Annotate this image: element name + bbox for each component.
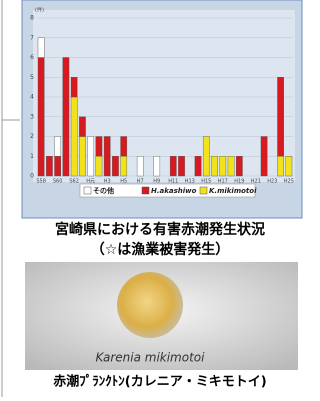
bar-segment [121,137,127,157]
y-tick-label: 2 [30,133,34,140]
bar-segment [261,137,267,177]
y-unit: (件) [35,7,44,14]
x-tick-label: H3 [104,179,111,185]
y-tick-label: 0 [30,173,34,180]
x-tick-label: H11 [168,179,178,185]
x-tick-label: H13 [185,179,195,185]
bar-segment [211,156,217,176]
x-tick-label: S58 [36,179,46,185]
bar-segment [112,156,118,176]
x-tick-label: S60 [53,179,63,185]
bar-segment [203,137,209,177]
bar-segment [96,137,102,157]
bar-segment [79,117,85,137]
x-tick-label: H元 [86,179,95,185]
legend-swatch [200,187,207,194]
legend-label: H.akashiwo [151,187,197,195]
bar-segment [79,137,85,177]
photo-caption: 赤潮ﾌﾟﾗﾝｸﾄﾝ(カレニア・ミキモトイ) [53,374,266,390]
x-tick-label: H7 [137,179,144,185]
screenshot: (件) 0 1 2 3 4 5 6 7 8 S58 S60 S62 H元 H3 H5 H7 H9 H11 H13 H15… [0,0,313,397]
legend-label: その他 [93,186,114,195]
bar-segment [38,58,44,177]
bar-segment [88,137,94,177]
bar-segment [71,97,77,176]
x-tick-label: H19 [234,179,244,185]
photo-label: Karenia mikimotoi [96,351,206,365]
y-tick-label: 4 [30,94,34,101]
page: {"chart_data": {"type": "bar", "stacked"… [0,0,313,397]
bar-segment [46,156,52,176]
x-tick-label: S62 [69,179,79,185]
bar-segment [104,137,110,177]
bar-segment [220,156,226,176]
x-tick-label: H21 [251,179,261,185]
bar-segment [195,156,201,176]
y-tick-label: 5 [30,74,34,81]
chart-note: （☆は漁業被害発生） [91,241,230,258]
y-tick-label: 3 [30,113,34,120]
x-tick-label: H9 [153,179,160,185]
x-tick-label: H5 [120,179,127,185]
bar-segment [277,156,283,176]
bar-segment [63,58,69,177]
photo-cell [117,272,183,338]
bar-segment [55,156,61,176]
y-tick-label: 6 [30,54,34,61]
bar-segment [121,156,127,176]
x-tick-label: H17 [218,179,228,185]
chart-caption: 宮崎県における有害赤潮発生状況 [55,221,265,238]
x-tick-label: H15 [201,179,211,185]
bar-segment [137,156,143,176]
bar-segment [236,156,242,176]
bar-segment [154,156,160,176]
legend-swatch [84,187,91,194]
y-tick-label: 8 [30,15,34,22]
bar-segment [286,156,292,176]
legend-swatch [142,187,149,194]
bar-segment [228,156,234,176]
bar-segment [55,137,61,157]
bar-segment [178,156,184,176]
bar-segment [170,156,176,176]
y-tick-label: 1 [30,153,34,160]
legend-label: K.mikimotoi [209,187,257,195]
bar-segment [277,77,283,156]
bar-segment [38,38,44,58]
bar-segment [96,156,102,176]
x-tick-label: H23 [267,179,277,185]
x-tick-label: H25 [284,179,294,185]
bar-segment [71,77,77,97]
y-tick-label: 7 [30,34,34,41]
